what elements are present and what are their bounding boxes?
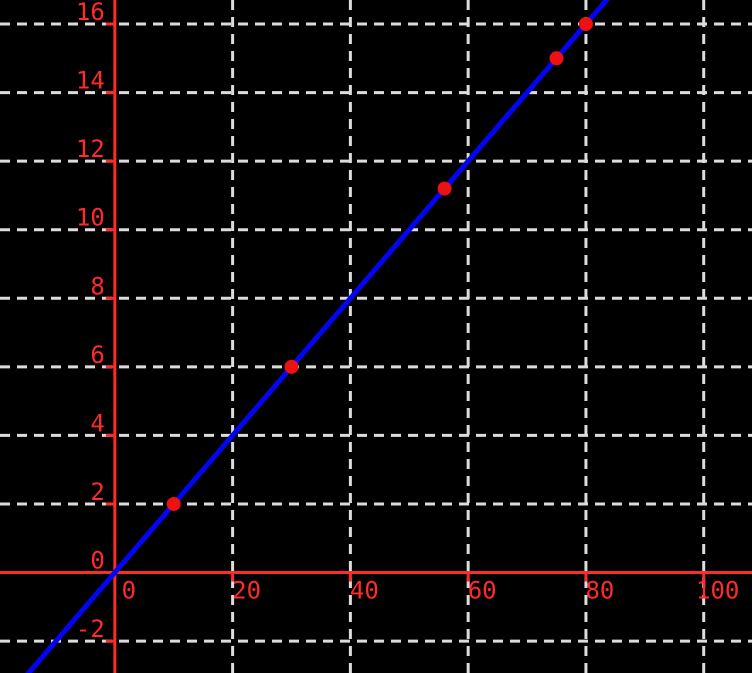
x-tick-label-0: 0 — [122, 577, 136, 605]
data-point-4 — [578, 16, 593, 31]
x-tick-label-20: 20 — [232, 577, 261, 605]
y-tick-label-6: 6 — [90, 341, 104, 369]
data-point-3 — [549, 51, 564, 66]
y-tick-label-16: 16 — [76, 0, 105, 26]
y-tick-label-4: 4 — [90, 409, 104, 437]
data-point-1 — [284, 359, 299, 374]
y-tick-label-2: 2 — [90, 478, 104, 506]
data-point-2 — [437, 181, 452, 196]
y-tick-label-10: 10 — [76, 204, 105, 232]
x-tick-label-60: 60 — [468, 577, 497, 605]
y-tick-label--2: -2 — [76, 615, 105, 643]
y-tick-label-8: 8 — [90, 272, 104, 300]
y-tick-label-14: 14 — [76, 67, 105, 95]
data-point-0 — [166, 496, 181, 511]
x-tick-label-100: 100 — [696, 577, 739, 605]
y-tick-label-12: 12 — [76, 135, 105, 163]
y-tick-label-0: 0 — [90, 547, 104, 575]
x-tick-label-40: 40 — [350, 577, 379, 605]
x-tick-label-80: 80 — [585, 577, 614, 605]
